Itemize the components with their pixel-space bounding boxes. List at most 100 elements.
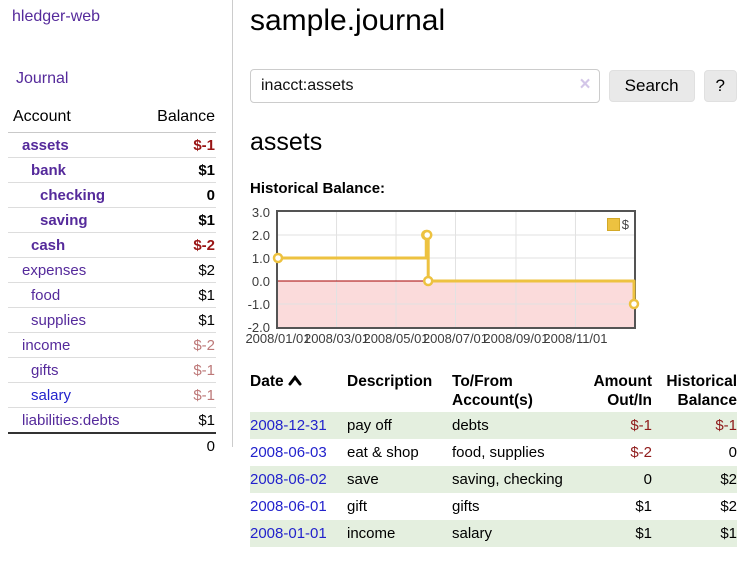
account-balance: $1 [140, 282, 216, 308]
register-row: 2008-06-02 save saving, checking 0 $2 [250, 466, 737, 493]
balance-chart-svg [272, 212, 640, 327]
account-cell: food [8, 282, 141, 308]
txn-balance: $-1 [652, 412, 737, 439]
account-row: expenses $2 [8, 257, 216, 283]
txn-amount: $1 [580, 520, 652, 547]
accounts-header-account: Account [8, 108, 141, 133]
account-cell: saving [8, 207, 141, 233]
sidebar: hledger-web Journal Account Balance asse… [0, 0, 233, 458]
search-button[interactable]: Search [608, 70, 695, 102]
sidebar-item-journal[interactable]: Journal [16, 70, 69, 87]
register-row: 2008-06-01 gift gifts $1 $2 [250, 493, 737, 520]
txn-date-cell: 2008-12-31 [250, 412, 347, 439]
accounts-total-spacer [8, 432, 141, 458]
txn-date-link[interactable]: 2008-06-01 [250, 498, 327, 515]
txn-date-link[interactable]: 2008-12-31 [250, 417, 327, 434]
account-link[interactable]: food [31, 287, 61, 304]
help-button[interactable]: ? [703, 70, 737, 102]
account-link[interactable]: gifts [31, 362, 59, 379]
txn-date-cell: 2008-06-03 [250, 439, 347, 466]
txn-date-link[interactable]: 2008-06-03 [250, 444, 327, 461]
txn-description: save [347, 466, 452, 493]
txn-description: income [347, 520, 452, 547]
register-header-historical-balance: Historical Balance [666, 373, 737, 409]
account-row: saving $1 [8, 207, 216, 233]
txn-balance: $1 [652, 520, 737, 547]
account-cell: assets [8, 132, 141, 158]
accounts-table-header: Account Balance [8, 108, 216, 133]
page-title: sample.journal [250, 4, 446, 37]
account-row: assets $-1 [8, 132, 216, 158]
y-tick-label: -2.0 [247, 320, 270, 335]
search-field-wrap: × [250, 69, 600, 103]
account-row: checking 0 [8, 182, 216, 208]
account-row: income $-2 [8, 332, 216, 358]
txn-accounts: salary [452, 520, 580, 547]
txn-amount: $-1 [580, 412, 652, 439]
txn-accounts: saving, checking [452, 466, 580, 493]
main-content: sample.journal × Search ? assets Histori… [245, 0, 737, 547]
account-link[interactable]: saving [40, 212, 88, 229]
txn-balance: $2 [652, 466, 737, 493]
account-link[interactable]: supplies [31, 312, 87, 329]
txn-amount: $1 [635, 498, 652, 515]
account-link[interactable]: assets [22, 137, 69, 154]
chart-plot-area[interactable]: $ [272, 210, 640, 329]
txn-balance: 0 [728, 444, 737, 461]
account-row: salary $-1 [8, 382, 216, 408]
txn-description: gift [347, 498, 368, 515]
y-tick-label: 1.0 [251, 251, 270, 266]
accounts-total-value: 0 [140, 432, 216, 458]
txn-description: pay off [347, 412, 452, 439]
x-tick-label: 2008/09/01 [483, 331, 549, 346]
account-cell: income [8, 332, 141, 358]
chart-y-axis: 3.0 2.0 1.0 0.0 -1.0 -2.0 [238, 205, 276, 335]
account-cell: supplies [8, 307, 141, 333]
account-balance: $1 [140, 207, 216, 233]
account-row: liabilities:debts $1 [8, 407, 216, 434]
account-link[interactable]: checking [40, 187, 106, 204]
register-header-date[interactable]: Date [250, 370, 347, 412]
account-link[interactable]: salary [31, 387, 72, 404]
chart-legend: $ [605, 216, 630, 233]
txn-date-cell: 2008-01-01 [250, 520, 347, 547]
y-tick-label: 3.0 [251, 205, 270, 220]
accounts-table-body: assets $-1 bank $1 checking 0 saving $1 cash $-2 e… [8, 132, 216, 434]
account-cell: bank [8, 157, 141, 183]
chart-x-axis: 2008/01/01 2008/03/01 2008/05/01 2008/07/01… [238, 331, 737, 349]
account-row: cash $-2 [8, 232, 216, 258]
account-link[interactable]: income [22, 337, 71, 354]
account-link[interactable]: liabilities:debts [22, 412, 120, 429]
account-link[interactable]: cash [31, 237, 66, 254]
txn-date-link[interactable]: 2008-01-01 [250, 525, 327, 542]
register-row: 2008-06-03 eat & shop food, supplies $-2 0 [250, 439, 737, 466]
txn-accounts: food, supplies [452, 444, 545, 461]
x-tick-label: 2008/05/01 [363, 331, 429, 346]
account-cell: expenses [8, 257, 141, 283]
x-tick-label: 2008/11/01 [543, 331, 608, 346]
search-input[interactable] [250, 69, 600, 103]
register-header-row: Date Description To/From Account(s) Amount … [250, 370, 737, 412]
txn-amount: $-2 [630, 444, 652, 461]
txn-balance: $2 [720, 498, 737, 515]
account-link[interactable]: expenses [22, 262, 87, 279]
account-cell: gifts [8, 357, 141, 383]
app-title-link[interactable]: hledger-web [12, 8, 101, 25]
txn-amount: 0 [580, 466, 652, 493]
txn-date-cell: 2008-06-01 [250, 493, 347, 520]
txn-date-link[interactable]: 2008-06-02 [250, 471, 327, 488]
account-balance: $-2 [140, 232, 216, 258]
txn-accounts: debts [452, 412, 580, 439]
clear-search-icon[interactable]: × [579, 74, 591, 95]
historical-balance-chart: 3.0 2.0 1.0 0.0 -1.0 -2.0 $ [238, 205, 737, 335]
txn-date-cell: 2008-06-02 [250, 466, 347, 493]
account-balance: $2 [140, 257, 216, 283]
y-tick-label: -1.0 [247, 297, 270, 312]
legend-label: $ [621, 217, 629, 232]
register-row: 2008-01-01 income salary $1 $1 [250, 520, 737, 547]
account-row: gifts $-1 [8, 357, 216, 383]
legend-swatch-icon [606, 218, 620, 231]
account-cell: salary [8, 382, 141, 408]
account-cell: cash [8, 232, 141, 258]
account-link[interactable]: bank [31, 162, 67, 179]
